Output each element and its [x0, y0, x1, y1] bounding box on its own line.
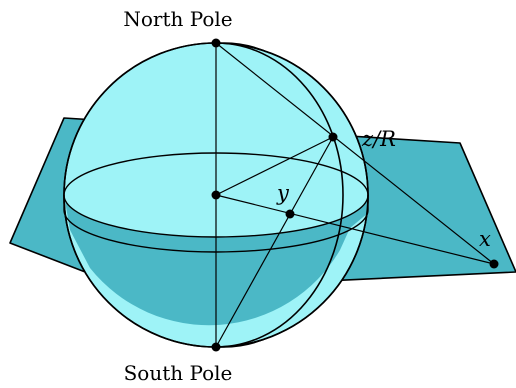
point-south-pole [211, 342, 221, 352]
point-x [489, 259, 499, 269]
point-y [285, 209, 295, 219]
point-z-over-r [328, 132, 338, 142]
sphere-rim-outline [215, 42, 344, 348]
point-center [211, 190, 221, 200]
ray-center-to-x [215, 194, 495, 265]
label-z-over-r: z/R [361, 127, 396, 151]
label-y: y [276, 181, 290, 205]
point-north-pole [211, 38, 221, 48]
label-south-pole: South Pole [124, 361, 233, 385]
ray-center-to-zr [215, 136, 334, 196]
ray-north-to-x [215, 42, 495, 265]
label-north-pole: North Pole [123, 7, 232, 31]
label-x: x [479, 227, 491, 251]
ray-south-to-zr [215, 136, 334, 348]
